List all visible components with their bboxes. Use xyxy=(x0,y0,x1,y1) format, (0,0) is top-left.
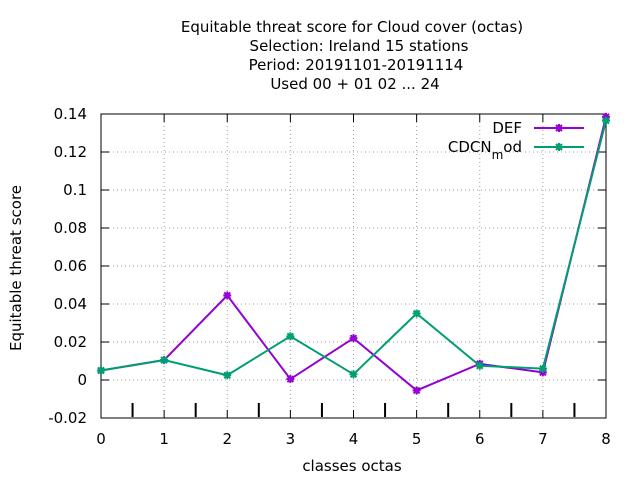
chart-title-line-3: Period: 20191101-20191114 xyxy=(249,56,464,74)
x-tick-label: 0 xyxy=(96,430,106,448)
grid xyxy=(101,114,606,418)
y-tick-label: 0.14 xyxy=(54,105,87,123)
chart-title: Equitable threat score for Cloud cover (… xyxy=(181,18,523,93)
y-tick-label: 0.12 xyxy=(54,143,87,161)
data-point xyxy=(349,370,358,379)
data-point xyxy=(223,291,232,300)
y-axis-label: Equitable threat score xyxy=(7,185,25,351)
y-tick-label: 0.08 xyxy=(54,219,87,237)
y-tick-label: 0.04 xyxy=(54,295,87,313)
y-tick-label: -0.02 xyxy=(48,409,87,427)
data-point xyxy=(475,361,484,370)
plot-area-border xyxy=(100,113,607,419)
data-point xyxy=(223,371,232,380)
series-def xyxy=(97,112,610,395)
chart-title-line-4: Used 00 + 01 02 ... 24 xyxy=(270,75,439,93)
data-point xyxy=(160,356,169,365)
series xyxy=(97,112,610,395)
data-point xyxy=(286,375,295,384)
data-point xyxy=(97,366,105,375)
data-point xyxy=(412,386,421,395)
data-point xyxy=(602,116,610,125)
x-tick-label: 3 xyxy=(286,430,296,448)
chart-title-line-1: Equitable threat score for Cloud cover (… xyxy=(181,18,523,36)
legend-label: DEF xyxy=(492,119,522,137)
data-point xyxy=(286,332,295,341)
data-point xyxy=(412,309,421,318)
x-tick-label: 2 xyxy=(222,430,232,448)
chart-title-line-2: Selection: Ireland 15 stations xyxy=(250,37,469,55)
data-point xyxy=(538,364,547,373)
series-line xyxy=(100,116,607,392)
y-tick-label: 0.02 xyxy=(54,333,87,351)
x-tick-label: 4 xyxy=(349,430,359,448)
data-point xyxy=(349,334,358,343)
y-tick-label: 0 xyxy=(77,371,87,389)
x-axis-ticks: 0 1 2 3 4 5 6 7 8 xyxy=(96,114,611,448)
x-minor-ticks xyxy=(131,403,576,417)
x-axis-label: classes octas xyxy=(302,457,402,475)
x-tick-label: 1 xyxy=(159,430,169,448)
y-tick-label: 0.1 xyxy=(63,181,87,199)
x-tick-label: 6 xyxy=(475,430,485,448)
legend-label: CDCNmod xyxy=(448,138,522,162)
y-tick-label: 0.06 xyxy=(54,257,87,275)
x-tick-label: 5 xyxy=(412,430,422,448)
x-tick-label: 8 xyxy=(601,430,611,448)
y-axis-ticks: -0.02 0 0.02 0.04 0.06 0.08 0.1 0.12 0.14 xyxy=(48,105,606,427)
legend-entry: CDCNmod xyxy=(448,138,584,162)
x-tick-label: 7 xyxy=(538,430,548,448)
legend-entry: DEF xyxy=(492,119,584,137)
series-cdcn-mod xyxy=(97,116,610,380)
